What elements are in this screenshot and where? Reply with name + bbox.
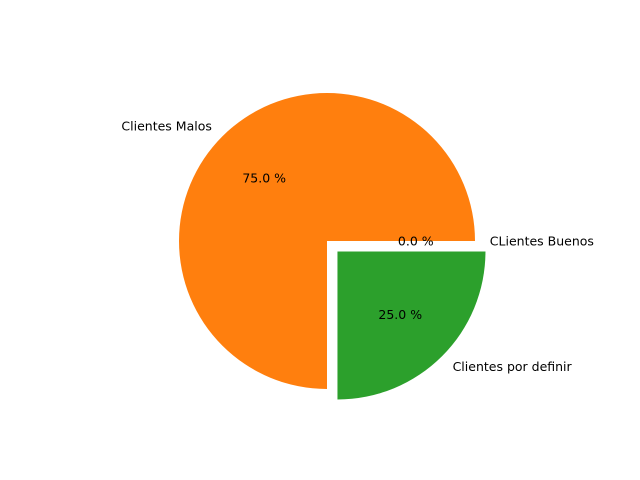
slice-pct-clientes-por-definir: 25.0 % bbox=[378, 307, 422, 322]
slice-clientes-malos bbox=[179, 93, 475, 389]
slice-clientes-por-definir bbox=[337, 251, 486, 400]
slice-pct-clientes-malos: 75.0 % bbox=[242, 171, 286, 186]
slice-label-clientes-malos: Clientes Malos bbox=[121, 118, 211, 133]
slice-label-clientes-buenos: CLientes Buenos bbox=[490, 234, 594, 249]
slice-pct-clientes-buenos: 0.0 % bbox=[398, 234, 434, 249]
slice-label-clientes-por-definir: Clientes por definir bbox=[453, 359, 573, 374]
pie-slices bbox=[179, 93, 486, 400]
pie-labels: CLientes Buenos 0.0 % Clientes Malos 75.0 %… bbox=[121, 118, 594, 374]
